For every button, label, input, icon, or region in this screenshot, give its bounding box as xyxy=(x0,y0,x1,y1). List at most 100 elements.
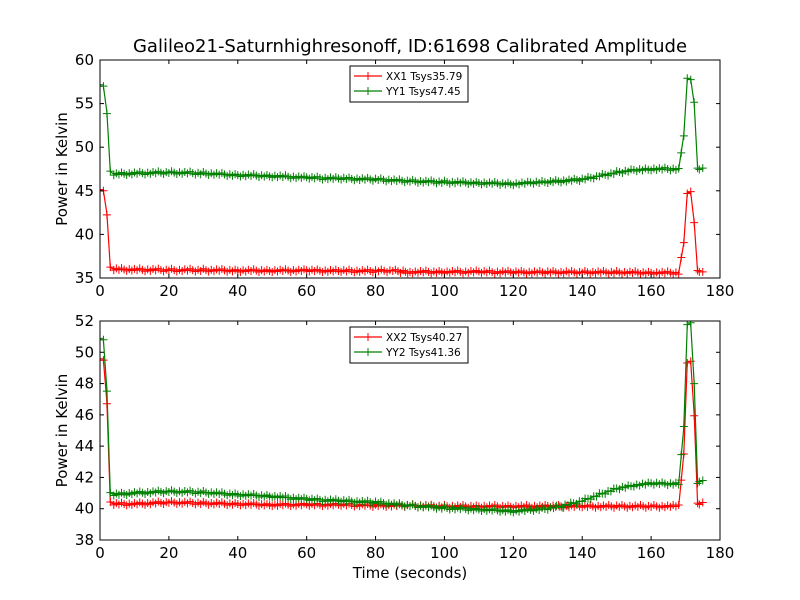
data-point xyxy=(100,185,104,194)
x-tick-label: 60 xyxy=(297,282,316,300)
data-point xyxy=(686,75,695,84)
data-point xyxy=(100,334,104,343)
data-point xyxy=(698,498,707,507)
y-tick-label: 60 xyxy=(75,51,94,69)
x-tick-label: 180 xyxy=(706,544,735,562)
data-point xyxy=(106,167,115,176)
data-point xyxy=(100,356,108,365)
x-tick-label: 100 xyxy=(430,544,459,562)
series-2 xyxy=(100,321,707,517)
x-tick-label: 40 xyxy=(228,282,247,300)
x-tick-label: 80 xyxy=(366,544,385,562)
x-tick-label: 60 xyxy=(297,544,316,562)
y-tick-label: 40 xyxy=(75,500,94,518)
x-axis-label: Time (seconds) xyxy=(352,564,468,582)
chart-title: Galileo21-Saturnhighresonoff, ID:61698 C… xyxy=(133,36,687,57)
data-point xyxy=(686,187,695,196)
x-tick-label: 120 xyxy=(499,544,528,562)
y-tick-label: 44 xyxy=(75,437,94,455)
data-point xyxy=(698,164,707,173)
data-point xyxy=(690,218,699,227)
x-tick-label: 20 xyxy=(159,544,178,562)
data-point xyxy=(100,335,108,344)
y-axis-label: Power in Kelvin xyxy=(53,374,71,488)
x-tick-label: 0 xyxy=(95,282,105,300)
legend-marker xyxy=(364,348,372,356)
data-point xyxy=(690,411,699,420)
x-tick-label: 0 xyxy=(95,544,105,562)
x-tick-label: 120 xyxy=(499,282,528,300)
data-point xyxy=(677,450,686,459)
data-point xyxy=(683,74,692,83)
x-tick-label: 40 xyxy=(228,544,247,562)
legend: XX1 Tsys35.79 YY1 Tsys47.45 xyxy=(349,65,469,103)
y-tick-label: 40 xyxy=(75,225,94,243)
data-point xyxy=(677,148,686,157)
data-point xyxy=(679,131,688,140)
data-point xyxy=(695,477,704,486)
data-point xyxy=(679,238,688,247)
subplot-1: 0 20 40 60 80 100 120 140 160 180 35 40 45 50 55 60 Powe… xyxy=(53,51,734,300)
legend-marker xyxy=(364,72,372,80)
data-point xyxy=(695,500,704,509)
data-point xyxy=(693,499,702,508)
y-tick-label: 35 xyxy=(75,269,94,287)
data-point xyxy=(690,98,699,107)
data-point xyxy=(693,266,702,275)
data-point xyxy=(698,476,707,485)
data-point xyxy=(690,379,699,388)
subplot-2: 0 20 40 60 80 100 120 140 160 180 38 40 42 44 46 48 50 52… xyxy=(53,312,734,562)
x-tick-label: 160 xyxy=(637,282,666,300)
legend-label: YY2 Tsys41.36 xyxy=(385,347,461,359)
y-tick-label: 45 xyxy=(75,182,94,200)
y-axis-label: Power in Kelvin xyxy=(53,112,71,226)
data-point xyxy=(100,354,104,363)
x-tick-label: 80 xyxy=(366,282,385,300)
series-2 xyxy=(100,74,707,190)
y-tick-label: 52 xyxy=(75,312,94,330)
plot-frame xyxy=(99,320,721,541)
legend: XX2 Tsys40.27 YY2 Tsys41.36 xyxy=(349,326,469,364)
data-point xyxy=(674,501,683,510)
legend-label: XX2 Tsys40.27 xyxy=(386,332,462,344)
y-tick-label: 50 xyxy=(75,343,94,361)
data-point xyxy=(683,321,692,329)
plot-frame xyxy=(99,59,721,279)
series-line xyxy=(100,190,703,274)
data-point xyxy=(674,164,683,173)
x-tick-label: 100 xyxy=(430,282,459,300)
data-point xyxy=(102,387,111,396)
legend-box xyxy=(349,326,469,364)
data-point xyxy=(686,321,695,327)
y-tick-label: 50 xyxy=(75,138,94,156)
data-point xyxy=(683,189,692,198)
x-tick-label: 20 xyxy=(159,282,178,300)
data-point xyxy=(102,210,111,219)
data-point xyxy=(100,80,104,89)
data-point xyxy=(674,270,683,278)
data-point xyxy=(693,479,702,488)
data-point xyxy=(677,253,686,262)
y-tick-label: 42 xyxy=(75,468,94,486)
data-point xyxy=(100,82,108,91)
series-1 xyxy=(100,185,707,278)
legend-box xyxy=(349,65,469,103)
data-point xyxy=(674,480,683,489)
y-tick-label: 38 xyxy=(75,531,94,549)
y-tick-label: 55 xyxy=(75,95,94,113)
subplots: 0 20 40 60 80 100 120 140 160 180 35 40 45 50 55 60 Powe… xyxy=(53,51,734,562)
data-point xyxy=(698,267,707,276)
series-line xyxy=(100,359,704,507)
y-tick-label: 46 xyxy=(75,406,94,424)
x-tick-label: 140 xyxy=(568,544,597,562)
data-point xyxy=(102,109,111,118)
data-point xyxy=(695,165,704,174)
data-point xyxy=(683,359,692,368)
x-tick-label: 180 xyxy=(706,282,735,300)
data-point xyxy=(679,422,688,431)
legend-marker xyxy=(364,87,372,95)
x-tick-label: 160 xyxy=(637,544,666,562)
legend-label: XX1 Tsys35.79 xyxy=(386,71,462,83)
legend-marker xyxy=(364,333,372,341)
